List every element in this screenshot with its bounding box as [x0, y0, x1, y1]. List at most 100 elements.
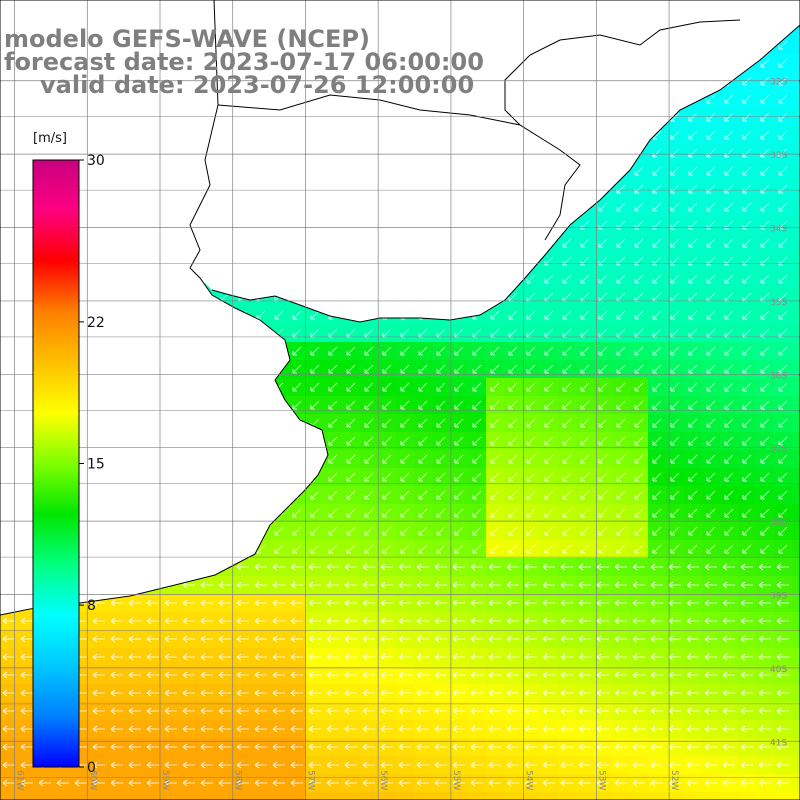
- wind-arrow: [418, 544, 428, 554]
- wind-arrow: [778, 58, 788, 68]
- wind-arrow: [596, 671, 609, 679]
- field-cell: [792, 684, 800, 703]
- wind-arrow: [472, 526, 482, 536]
- field-cell: [0, 792, 19, 800]
- wind-arrow: [506, 635, 519, 643]
- wind-arrow: [490, 310, 500, 320]
- wind-arrow: [200, 779, 213, 787]
- wind-arrow: [128, 779, 141, 787]
- wind-arrow: [562, 508, 572, 518]
- colorbar-tick-label: 15: [87, 457, 105, 473]
- wind-arrow: [56, 779, 69, 787]
- wind-arrow: [364, 418, 374, 428]
- wind-arrow: [688, 382, 698, 392]
- wind-arrow: [290, 707, 303, 715]
- wind-arrow: [706, 112, 716, 122]
- wind-arrow: [634, 346, 644, 356]
- wind-arrow: [616, 202, 626, 212]
- wind-arrow: [362, 617, 375, 625]
- wind-arrow: [758, 653, 771, 661]
- wind-arrow: [760, 472, 770, 482]
- wind-arrow: [292, 508, 302, 518]
- wind-arrow: [164, 689, 177, 697]
- wind-arrow: [364, 508, 374, 518]
- wind-arrow: [544, 544, 554, 554]
- wind-arrow: [562, 454, 572, 464]
- wind-arrow: [182, 635, 195, 643]
- wind-arrow: [398, 707, 411, 715]
- wind-arrow: [436, 364, 446, 374]
- wind-arrow: [200, 707, 213, 715]
- wind-arrow: [454, 472, 464, 482]
- wind-arrow: [400, 400, 410, 410]
- wind-arrow: [632, 635, 645, 643]
- field-cell: [234, 792, 253, 800]
- wind-arrow: [614, 599, 627, 607]
- wind-arrow: [524, 671, 537, 679]
- wind-arrow: [508, 526, 518, 536]
- wind-arrow: [454, 436, 464, 446]
- wind-arrow: [488, 671, 501, 679]
- wind-arrow: [310, 346, 320, 356]
- wind-arrow: [650, 725, 663, 733]
- wind-arrow: [614, 761, 627, 769]
- wind-arrow: [470, 563, 483, 571]
- wind-arrow: [380, 563, 393, 571]
- wind-arrow: [668, 635, 681, 643]
- wind-arrow: [688, 508, 698, 518]
- wind-arrow: [346, 508, 356, 518]
- wind-arrow: [380, 707, 393, 715]
- wind-arrow: [760, 94, 770, 104]
- wind-arrow: [164, 779, 177, 787]
- wind-arrow: [686, 581, 699, 589]
- wind-arrow: [724, 310, 734, 320]
- wind-arrow: [508, 490, 518, 500]
- wind-arrow: [434, 581, 447, 589]
- wind-arrow: [724, 418, 734, 428]
- wind-arrow: [434, 689, 447, 697]
- wind-arrow: [328, 382, 338, 392]
- wind-arrow: [472, 418, 482, 428]
- wind-arrow: [308, 779, 321, 787]
- wind-arrow: [364, 472, 374, 482]
- wind-arrow: [308, 599, 321, 607]
- wind-arrow: [346, 490, 356, 500]
- field-cell: [792, 54, 800, 73]
- wind-arrow: [704, 761, 717, 769]
- wind-arrow: [380, 779, 393, 787]
- wind-arrow: [742, 310, 752, 320]
- wind-arrow: [416, 761, 429, 769]
- wind-arrow: [778, 346, 788, 356]
- wind-arrow: [758, 743, 771, 751]
- wind-arrow: [652, 526, 662, 536]
- wind-arrow: [598, 508, 608, 518]
- longitude-label: 53W: [596, 770, 606, 790]
- field-cell: [774, 792, 793, 800]
- wind-arrow: [632, 707, 645, 715]
- wind-arrow: [742, 94, 752, 104]
- wind-arrow: [724, 526, 734, 536]
- wind-arrow: [596, 653, 609, 661]
- wind-arrow: [400, 346, 410, 356]
- wind-arrow: [472, 454, 482, 464]
- wind-arrow: [668, 671, 681, 679]
- field-cell: [270, 792, 289, 800]
- wind-arrow: [218, 617, 231, 625]
- field-cell: [702, 792, 721, 800]
- wind-arrow: [632, 743, 645, 751]
- wind-arrow: [740, 599, 753, 607]
- wind-arrow: [236, 617, 249, 625]
- wind-arrow: [670, 508, 680, 518]
- wind-arrow: [542, 689, 555, 697]
- wind-arrow: [508, 508, 518, 518]
- wind-arrow: [110, 599, 123, 607]
- wind-arrow: [382, 472, 392, 482]
- wind-arrow: [418, 436, 428, 446]
- wind-arrow: [400, 526, 410, 536]
- wind-arrow: [580, 508, 590, 518]
- wind-arrow: [760, 490, 770, 500]
- wind-arrow: [452, 617, 465, 625]
- wind-arrow: [310, 490, 320, 500]
- wind-arrow: [308, 743, 321, 751]
- longitude-label: 58W: [233, 770, 243, 790]
